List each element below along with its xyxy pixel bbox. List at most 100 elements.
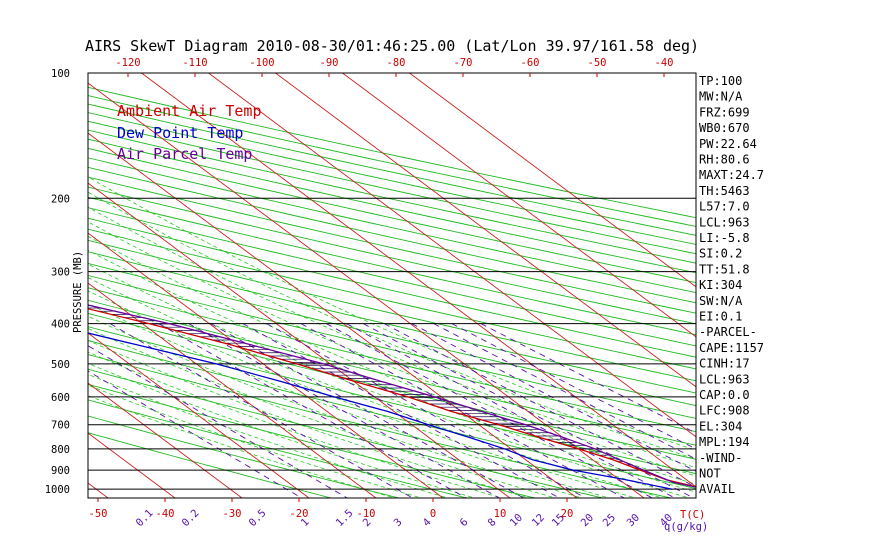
mixing-ratio-unit-label: q(g/kg) <box>664 521 708 533</box>
top-temp-tick: -100 <box>249 57 274 69</box>
mixing-ratio-line <box>242 323 560 498</box>
mixing-ratio-labels: 0.1 0.2 0.5 1 1.5 2 3 4 6 8 10 12 15 20 25 30 40 <box>134 507 675 529</box>
pressure-tick-700: 700 <box>51 420 70 432</box>
isotherm <box>409 73 696 288</box>
stat-line: MPL:194 <box>699 435 750 449</box>
isotherm <box>275 73 696 388</box>
legend-ambient-air-temp: Ambient Air Temp <box>117 102 262 120</box>
isotherm <box>88 82 645 498</box>
mixing-ratio-line <box>451 323 696 450</box>
mixing-ratio-line <box>210 323 524 498</box>
dry-adiabat <box>88 239 696 382</box>
bottom-temp-tick: 10 <box>494 508 507 520</box>
stat-line: TT:51.8 <box>699 262 750 276</box>
dry-adiabat <box>88 415 400 498</box>
dry-adiabat <box>88 228 696 370</box>
mixing-ratio-line <box>266 323 586 498</box>
legend-dew-point-temp: Dew Point Temp <box>117 124 243 142</box>
moist-adiabat <box>88 290 636 498</box>
top-temp-tick: -70 <box>454 57 473 69</box>
mixing-ratio-line <box>326 323 653 498</box>
mixing-ratio-line <box>88 370 302 498</box>
stat-line: TP:100 <box>699 74 742 88</box>
top-temp-tick: -50 <box>588 57 607 69</box>
dry-adiabat <box>88 217 696 358</box>
bottom-temp-tick: -30 <box>223 508 242 520</box>
pressure-tick-900: 900 <box>51 465 70 477</box>
mixing-ratio-label: 1.5 <box>334 507 356 529</box>
moist-adiabat <box>88 328 556 498</box>
dry-adiabat <box>88 196 696 336</box>
bottom-temp-tick: 20 <box>561 508 574 520</box>
mixing-ratio-line <box>433 323 696 460</box>
bottom-temp-tick: -10 <box>357 508 376 520</box>
dry-adiabat <box>88 129 696 264</box>
top-temp-tick: -110 <box>182 57 207 69</box>
dry-adiabat <box>88 339 696 489</box>
top-temp-tick: -40 <box>655 57 674 69</box>
mixing-ratio-line <box>109 323 413 498</box>
mixing-ratio-label: 0.5 <box>247 507 269 529</box>
bottom-temp-tick: -20 <box>290 508 309 520</box>
mixing-ratio-label: 10 <box>508 512 525 529</box>
stat-line: WB0:670 <box>699 121 750 135</box>
dry-adiabat <box>88 147 696 284</box>
pressure-tick-200: 200 <box>51 193 70 205</box>
dry-adiabat <box>88 251 696 394</box>
air-parcel-temp-line <box>88 304 696 488</box>
stat-line: NOT <box>699 467 721 481</box>
moist-adiabat <box>88 362 475 498</box>
chart-title: AIRS SkewT Diagram 2010-08-30/01:46:25.0… <box>85 37 699 55</box>
moist-adiabat <box>88 206 696 469</box>
stat-line: LFC:908 <box>699 404 750 418</box>
pressure-tick-600: 600 <box>51 392 70 404</box>
bottom-temp-tick: -50 <box>89 508 108 520</box>
dry-adiabat <box>88 138 696 274</box>
isotherm <box>141 73 696 488</box>
dry-adiabat <box>88 207 696 347</box>
stat-line: CINH:17 <box>699 357 750 371</box>
dry-adiabat <box>88 176 696 314</box>
dry-adiabat <box>88 299 696 446</box>
mixing-ratio-line <box>300 323 625 498</box>
bottom-temperature-ticks: -50 -40 -30 -20 -10 0 10 20 <box>89 498 574 520</box>
stat-line: SW:N/A <box>699 294 743 308</box>
stat-line: L57:7.0 <box>699 200 750 214</box>
moist-adiabat <box>88 263 690 498</box>
stat-line: LCL:963 <box>699 372 750 386</box>
stat-line: CAPE:1157 <box>699 341 764 355</box>
top-temp-tick: -120 <box>115 57 140 69</box>
top-temp-tick: -60 <box>521 57 540 69</box>
moist-adiabat <box>88 339 529 498</box>
pressure-tick-100: 100 <box>51 68 70 80</box>
mixing-ratio-label: 30 <box>625 512 642 529</box>
stat-line: CAP:0.0 <box>699 388 750 402</box>
mixing-ratio-line <box>411 323 696 472</box>
stat-line: EI:0.1 <box>699 310 742 324</box>
ambient-air-temp-line <box>88 308 696 488</box>
mixing-ratio-line <box>346 323 676 498</box>
mixing-ratio-label: 12 <box>530 512 547 529</box>
stat-line: KI:304 <box>699 278 742 292</box>
profile-lines <box>88 304 696 490</box>
isotherm <box>342 73 696 338</box>
stat-line: FRZ:699 <box>699 105 750 119</box>
stat-line: LI:-5.8 <box>699 231 750 245</box>
stat-line: RH:80.6 <box>699 153 750 167</box>
moist-adiabat <box>88 315 583 498</box>
background-grid <box>88 73 696 498</box>
isotherm <box>208 73 696 438</box>
y-axis-label: PRESSURE (MB) <box>72 251 84 333</box>
mixing-ratio-line <box>383 323 696 488</box>
pressure-tick-400: 400 <box>51 319 70 331</box>
pressure-tick-1000: 1000 <box>45 484 70 496</box>
dry-adiabat <box>88 274 696 419</box>
stat-line: MAXT:24.7 <box>699 168 764 182</box>
isotherm <box>88 232 444 498</box>
plot-frame <box>87 72 697 499</box>
dry-adiabat <box>88 262 696 407</box>
mixing-ratio-label: 6 <box>458 516 471 529</box>
top-temp-tick: -80 <box>387 57 406 69</box>
isotherm <box>88 132 578 498</box>
